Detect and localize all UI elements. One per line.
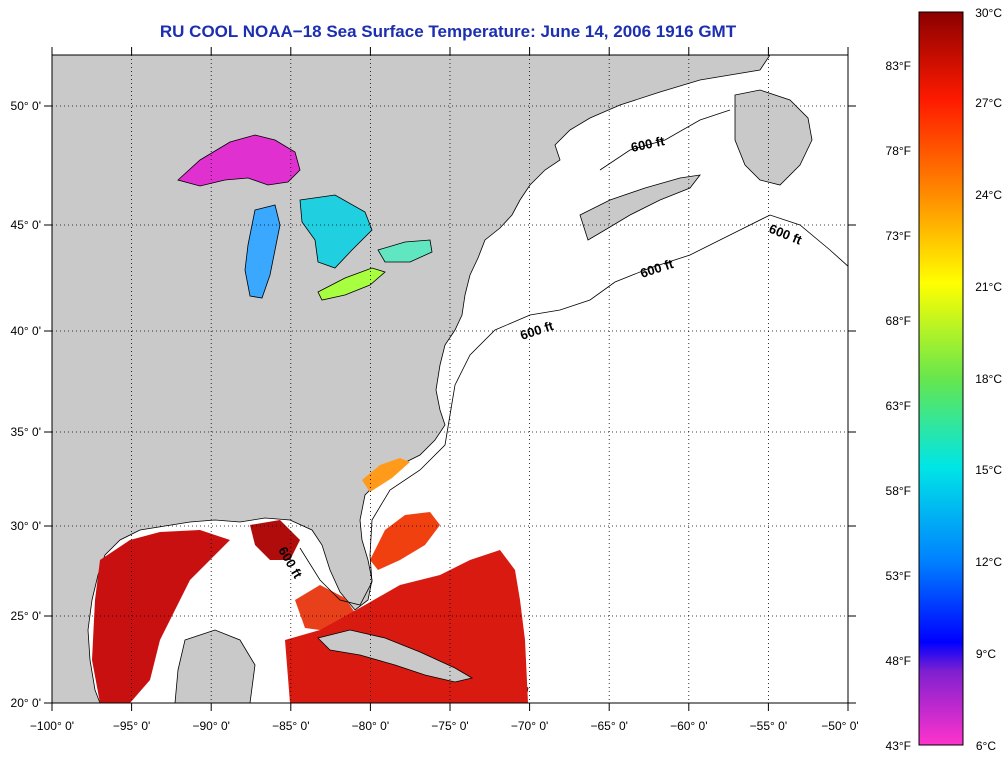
land-yucatan <box>174 629 256 703</box>
x-tick-label: −50° 0' <box>821 719 858 733</box>
map-title: RU COOL NOAA−18 Sea Surface Temperature:… <box>160 22 737 41</box>
lake-ontario-sst <box>377 239 433 263</box>
x-tick-label: −80° 0' <box>352 719 389 733</box>
lake-erie-sst <box>317 267 386 301</box>
lake-michigan-sst <box>244 204 281 299</box>
x-tick-label: −65° 0' <box>590 719 627 733</box>
gulf-stream-sst <box>370 512 440 570</box>
colorbar-celsius-label: 9°C <box>976 647 996 661</box>
colorbar-celsius-label: 21°C <box>975 280 1002 294</box>
land-nova-scotia <box>579 174 701 241</box>
colorbar-fahrenheit-label: 68°F <box>886 314 911 328</box>
x-tick-label: −100° 0' <box>30 719 74 733</box>
colorbar-celsius-label: 18°C <box>975 372 1002 386</box>
land-newfoundland <box>734 89 813 186</box>
lake-huron-sst <box>299 194 373 269</box>
y-axis-labels: 20° 0' 25° 0' 30° 0' 35° 0' 40° 0' 45° 0… <box>11 99 41 710</box>
x-tick-label: −60° 0' <box>670 719 707 733</box>
colorbar-fahrenheit-label: 73°F <box>886 229 911 243</box>
caribbean-sst <box>285 550 528 703</box>
y-tick-label: 30° 0' <box>11 519 41 533</box>
colorbar-celsius-label: 27°C <box>975 96 1002 110</box>
map-panel: 600 ft 600 ft 600 ft 600 ft 600 ft <box>52 55 848 703</box>
colorbar-celsius-label: 30°C <box>975 6 1002 20</box>
y-tick-label: 20° 0' <box>11 696 41 710</box>
y-tick-label: 25° 0' <box>11 609 41 623</box>
colorbar-fahrenheit-label: 58°F <box>886 484 911 498</box>
colorbar-celsius-label: 12°C <box>975 555 1002 569</box>
colorbar-celsius-label: 6°C <box>976 739 996 753</box>
georgia-shelf-sst <box>362 458 410 492</box>
colorbar-fahrenheit-label: 83°F <box>886 59 911 73</box>
x-tick-label: −70° 0' <box>511 719 548 733</box>
colorbar-fahrenheit-label: 48°F <box>886 654 911 668</box>
depth-contour-600ft-north <box>599 109 731 171</box>
colorbar-fahrenheit-label: 53°F <box>886 569 911 583</box>
x-tick-label: −55° 0' <box>750 719 787 733</box>
colorbar-fahrenheit-label: 63°F <box>886 399 911 413</box>
x-tick-label: −95° 0' <box>113 719 150 733</box>
y-tick-label: 45° 0' <box>11 218 41 232</box>
colorbar-gradient <box>918 11 964 746</box>
gulf-sst-north <box>250 520 300 560</box>
y-tick-label: 50° 0' <box>11 99 41 113</box>
lake-superior-sst <box>177 134 301 187</box>
depth-label-newfoundland: 600 ft <box>630 133 667 155</box>
depth-contour-600ft <box>299 214 848 606</box>
axis-ticks <box>44 47 856 711</box>
colorbar-fahrenheit-label: 43°F <box>886 739 911 753</box>
x-tick-label: −75° 0' <box>431 719 468 733</box>
land-cuba-overlay <box>317 629 474 683</box>
y-tick-label: 35° 0' <box>11 425 41 439</box>
colorbar: 30°C 27°C 24°C 21°C 18°C 15°C 12°C 9°C 6… <box>886 6 1003 753</box>
x-tick-label: −90° 0' <box>192 719 229 733</box>
colorbar-celsius-label: 15°C <box>975 463 1002 477</box>
colorbar-celsius-label: 24°C <box>975 188 1002 202</box>
gulf-sst-west <box>92 530 230 703</box>
colorbar-fahrenheit-label: 78°F <box>886 144 911 158</box>
x-tick-label: −85° 0' <box>272 719 309 733</box>
y-tick-label: 40° 0' <box>11 324 41 338</box>
graticule <box>52 55 848 703</box>
x-axis-labels: −100° 0' −95° 0' −90° 0' −85° 0' −80° 0'… <box>30 719 859 733</box>
